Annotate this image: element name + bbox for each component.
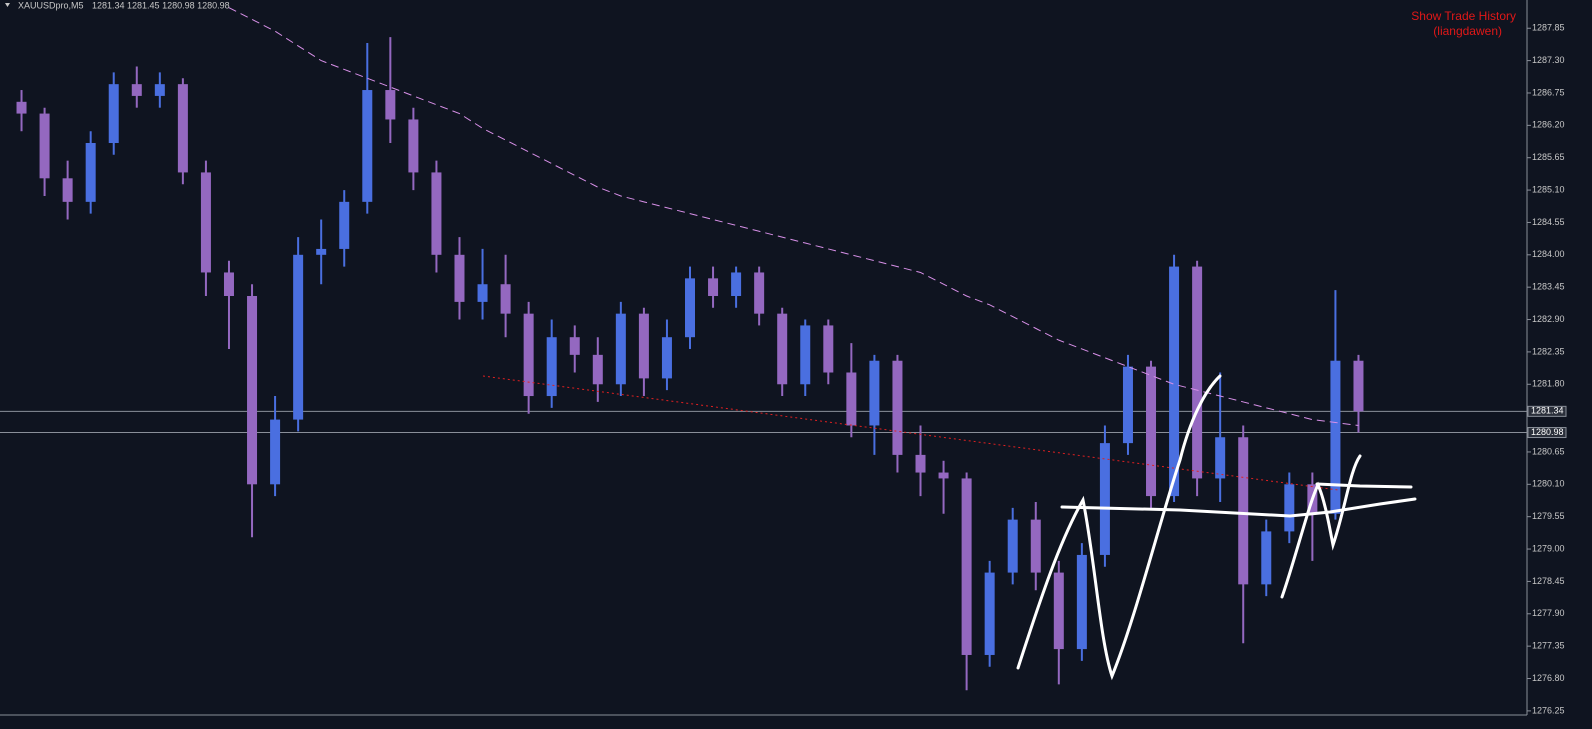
price-label-box: [1527, 427, 1567, 439]
y-tick-label: 1281.80: [1532, 379, 1565, 389]
candle-body: [1238, 437, 1249, 585]
y-tick-label: 1280.10: [1532, 479, 1565, 489]
candle-body: [477, 284, 488, 302]
hand-drawing: [1016, 374, 1417, 681]
candle-body: [1192, 266, 1203, 479]
candle-body: [892, 360, 903, 455]
y-tick-label: 1284.00: [1532, 249, 1565, 259]
candle-body: [685, 278, 695, 338]
y-tick-label: 1276.25: [1532, 705, 1565, 715]
menu-arrow[interactable]: [5, 3, 10, 7]
y-tick-label: 1282.90: [1532, 314, 1565, 324]
candle-body: [823, 325, 834, 373]
candle-body: [177, 84, 188, 173]
candle-body: [1053, 572, 1064, 650]
candle-body: [846, 372, 857, 426]
candle-body: [1284, 484, 1295, 532]
price-label-box: [1527, 405, 1567, 417]
candle-body: [1330, 360, 1341, 514]
candle-body: [385, 90, 396, 120]
candle-body: [1076, 554, 1087, 650]
plot: [0, 7, 1527, 691]
candle-body: [16, 101, 27, 114]
candle-body: [800, 325, 811, 385]
candle-body: [1353, 360, 1364, 412]
candle-body: [708, 278, 719, 297]
candle-body: [754, 272, 765, 314]
candle-body: [1122, 366, 1133, 444]
y-tick-label: 1279.00: [1532, 543, 1565, 553]
candle-body: [247, 296, 258, 485]
candle-body: [154, 84, 165, 96]
candle-body: [546, 337, 557, 397]
y-tick-label: 1285.10: [1532, 184, 1565, 194]
symbol-title: XAUUSDpro,M5: [18, 0, 84, 10]
candle-body: [108, 84, 119, 143]
trade-history-button[interactable]: Show Trade History: [1411, 9, 1516, 23]
quote: 1281.34 1281.45 1280.98 1280.98: [92, 0, 230, 10]
y-tick-label: 1277.35: [1532, 641, 1565, 651]
candle-body: [1007, 519, 1018, 573]
y-tick-label: 1277.90: [1532, 608, 1565, 618]
moving-average: [228, 7, 1359, 426]
y-tick-label: 1282.35: [1532, 346, 1565, 356]
candle-body: [200, 172, 211, 273]
candle-body: [984, 572, 995, 655]
candle-body: [1146, 366, 1157, 497]
candle-body: [1215, 437, 1226, 479]
candle-body: [869, 360, 880, 426]
candle-body: [85, 143, 96, 202]
candle-body: [131, 84, 142, 96]
y-tick-label: 1279.55: [1532, 511, 1565, 521]
candle-body: [731, 272, 742, 297]
candle-body: [938, 472, 949, 479]
y-tick-label: 1287.85: [1532, 23, 1565, 33]
candle-body: [961, 478, 972, 655]
candle-body: [62, 178, 73, 202]
candle-body: [777, 313, 788, 385]
candle-body: [362, 90, 373, 202]
candle-body: [1169, 266, 1180, 497]
y-tick-label: 1280.65: [1532, 446, 1565, 456]
candle-body: [661, 337, 672, 379]
candle-body: [1030, 519, 1041, 573]
y-tick-label: 1286.20: [1532, 120, 1565, 130]
candle-body: [408, 119, 419, 173]
y-tick-label: 1276.80: [1532, 673, 1565, 683]
candle-body: [293, 254, 304, 420]
candle-body: [39, 113, 50, 179]
y-tick-label: 1286.75: [1532, 87, 1565, 97]
candle-body: [523, 313, 534, 397]
candle-body: [500, 284, 511, 314]
author-label: (liangdawen): [1433, 24, 1502, 38]
y-tick-label: 1287.30: [1532, 55, 1565, 65]
candle-body: [223, 272, 234, 297]
candle-body: [569, 337, 580, 355]
candle-body: [592, 354, 603, 385]
candle-body: [1099, 443, 1110, 555]
y-tick-label: 1278.45: [1532, 576, 1565, 586]
candle-body: [454, 254, 465, 302]
y-tick-label: 1285.65: [1532, 152, 1565, 162]
candle-body: [615, 313, 626, 385]
candle-body: [270, 419, 281, 485]
trade-line: [482, 375, 1339, 491]
candle-body: [431, 172, 442, 255]
candle-body: [339, 201, 350, 249]
candle-body: [638, 313, 649, 379]
candle-body: [1261, 531, 1272, 585]
candle-body: [915, 454, 926, 473]
candle-body: [316, 248, 327, 255]
price-label: 1280.98: [1531, 427, 1564, 437]
price-label: 1281.34: [1531, 406, 1564, 416]
y-tick-label: 1283.45: [1532, 282, 1565, 292]
y-tick-label: 1284.55: [1532, 217, 1565, 227]
